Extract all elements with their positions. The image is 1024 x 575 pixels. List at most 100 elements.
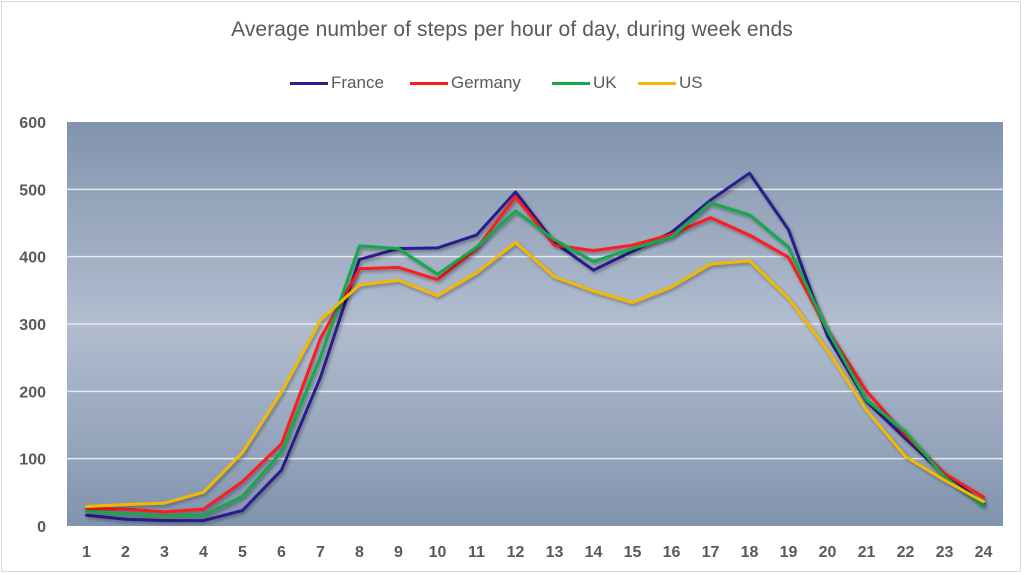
data-point-germany [982,495,986,499]
data-point-us [163,501,167,505]
data-point-us [241,451,245,455]
x-tick-label: 17 [702,544,720,561]
x-tick-label: 15 [624,544,642,561]
data-point-uk [553,238,557,242]
legend: France Germany UK US [0,72,1024,94]
data-point-france [163,519,167,523]
data-point-france [319,375,323,379]
x-tick-label: 8 [355,544,364,561]
x-tick-label: 22 [897,544,915,561]
series-line-france[interactable] [85,171,985,523]
data-point-us [670,285,674,289]
legend-item-france[interactable]: France [290,72,384,94]
data-point-uk [631,247,635,251]
data-point-us [397,278,401,282]
data-point-uk [124,512,128,516]
data-point-us [904,455,908,459]
x-tick-label: 1 [82,544,91,561]
x-axis: 1 2 3 4 5 6 7 8 9 10 11 12 13 14 15 16 17 18 19 20 21 22 23 24 [82,544,992,561]
data-point-uk [709,201,713,205]
x-tick-label: 13 [546,544,564,561]
data-point-germany [124,507,128,511]
x-tick-label: 23 [936,544,954,561]
data-point-uk [436,272,440,276]
x-tick-label: 11 [468,544,485,561]
data-point-us [982,500,986,504]
x-tick-label: 19 [780,544,798,561]
data-point-germany [202,507,206,511]
data-point-france [241,509,245,513]
data-point-us [436,294,440,298]
data-point-us [85,504,89,508]
series-line-us[interactable] [85,241,985,508]
data-point-uk [826,328,830,332]
y-tick-label: 100 [19,452,46,469]
data-point-germany [397,265,401,269]
chart-title: Average number of steps per hour of day,… [231,18,793,41]
data-point-germany [787,255,791,259]
x-tick-label: 24 [975,544,993,561]
data-point-france [475,233,479,237]
legend-item-uk[interactable]: UK [552,72,617,94]
legend-item-us[interactable]: US [638,72,703,94]
data-point-france [787,228,791,232]
data-point-us [124,502,128,506]
data-point-uk [241,494,245,498]
x-tick-label: 9 [394,544,403,561]
data-point-uk [358,244,362,248]
data-point-germany [319,336,323,340]
data-point-uk [475,245,479,249]
legend-swatch-france [290,81,328,85]
data-point-uk [982,504,986,508]
y-tick-label: 500 [19,182,46,199]
data-point-us [865,408,869,412]
legend-label-france: France [331,73,384,92]
data-point-us [943,478,947,482]
data-point-us [514,241,518,245]
data-point-uk [397,247,401,251]
legend-label-germany: Germany [451,73,521,92]
x-tick-label: 3 [160,544,169,561]
x-tick-label: 4 [199,544,208,561]
legend-swatch-us [638,81,676,85]
data-point-france [85,513,89,517]
data-point-us [592,289,596,293]
x-tick-label: 5 [238,544,247,561]
data-point-france [202,519,206,523]
data-point-uk [748,213,752,217]
series-line-uk[interactable] [85,201,985,518]
data-point-germany [514,195,518,199]
legend-label-us: US [679,73,703,92]
data-point-uk [280,450,284,454]
y-tick-label: 0 [37,519,46,536]
data-point-us [553,275,557,279]
data-point-us [202,490,206,494]
y-axis: 0 100 200 300 400 500 600 [19,115,46,536]
data-point-uk [865,398,869,402]
data-point-germany [553,243,557,247]
legend-swatch-uk [552,81,590,85]
data-point-france [280,468,284,472]
data-point-us [475,271,479,275]
data-point-uk [514,209,518,213]
y-tick-label: 300 [19,317,46,334]
x-tick-label: 20 [819,544,837,561]
data-point-germany [592,249,596,253]
data-point-us [826,348,830,352]
x-tick-label: 6 [277,544,286,561]
data-point-uk [163,514,167,518]
x-tick-label: 2 [121,544,130,561]
x-tick-label: 21 [858,544,876,561]
data-point-uk [319,355,323,359]
data-point-us [709,262,713,266]
legend-item-germany[interactable]: Germany [410,72,521,94]
data-point-france [592,268,596,272]
gridlines [67,188,1003,460]
x-tick-label: 12 [507,544,525,561]
data-point-uk [592,259,596,263]
data-point-us [748,259,752,263]
data-point-us [787,296,791,300]
data-point-us [319,318,323,322]
data-point-uk [904,430,908,434]
